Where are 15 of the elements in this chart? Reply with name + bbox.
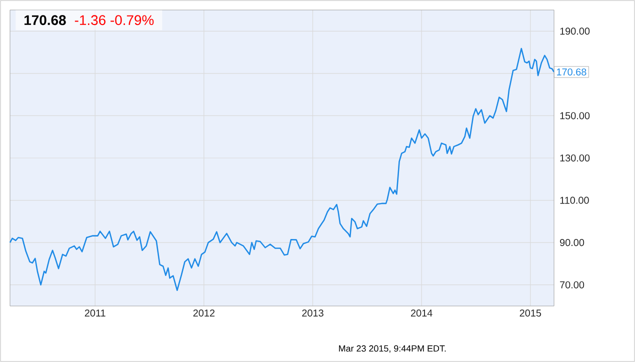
chart-title: 170.68 <box>24 15 66 26</box>
x-tick-label: 2013 <box>302 310 324 317</box>
x-tick-label: 2015 <box>520 310 542 317</box>
x-tick-label: 2014 <box>410 310 432 317</box>
y-tick-label: 130.00 <box>560 154 590 162</box>
y-tick-label: 90.00 <box>560 239 584 246</box>
y-tick-label: 110.00 <box>560 196 589 204</box>
annotation: 170.68 <box>556 68 586 76</box>
y-tick-label: 190.00 <box>560 28 590 35</box>
chart-subtitle: -1.36 -0.79% <box>74 15 154 26</box>
y-tick-label: 70.00 <box>560 281 584 288</box>
y-tick-label: 150.00 <box>560 112 590 120</box>
x-tick-label: 2012 <box>193 310 215 317</box>
text: Mar 23 2015, 9:44PM EDT. <box>339 345 446 353</box>
x-tick-label: 2011 <box>84 310 106 317</box>
